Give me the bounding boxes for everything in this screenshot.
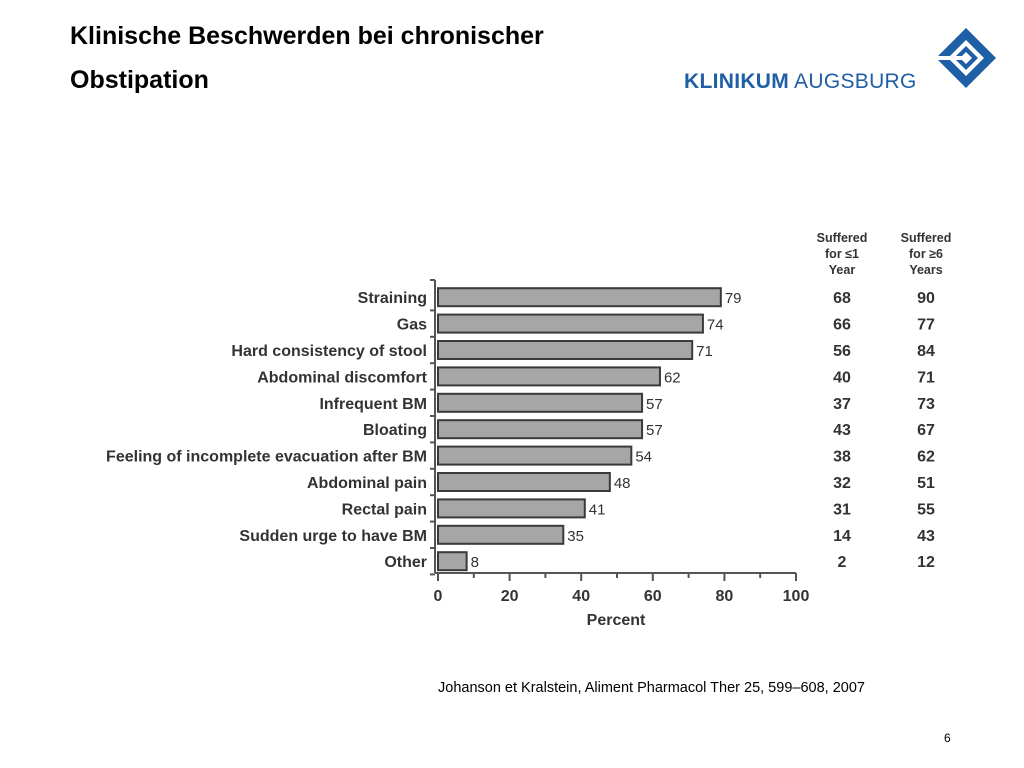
category-label: Straining bbox=[358, 290, 427, 307]
suffered-6yr-value: 71 bbox=[917, 369, 935, 386]
bar bbox=[437, 445, 633, 466]
suffered-6yr-value: 12 bbox=[917, 554, 935, 571]
bar bbox=[437, 524, 565, 545]
suffered-6yr-value: 73 bbox=[917, 396, 935, 413]
bar bbox=[437, 551, 468, 572]
suffered-1yr-value: 43 bbox=[833, 422, 851, 439]
logo-diamond-icon bbox=[934, 28, 996, 88]
suffered-6yr-value: 43 bbox=[917, 528, 935, 545]
suffered-1yr-header: Year bbox=[829, 263, 856, 277]
category-label: Gas bbox=[397, 317, 427, 334]
klinikum-augsburg-logo: KLINIKUM AUGSBURG bbox=[684, 26, 1004, 96]
suffered-6yr-value: 77 bbox=[917, 317, 935, 334]
suffered-1yr-value: 37 bbox=[833, 396, 851, 413]
bar-value-label: 48 bbox=[614, 475, 631, 492]
category-label: Feeling of incomplete evacuation after B… bbox=[106, 449, 427, 466]
suffered-1yr-value: 32 bbox=[833, 475, 851, 492]
suffered-1yr-header: Suffered bbox=[817, 231, 868, 245]
suffered-6yr-header: for ≥6 bbox=[909, 247, 943, 261]
bar-value-label: 71 bbox=[696, 343, 713, 360]
citation: Johanson et Kralstein, Aliment Pharmacol… bbox=[438, 680, 865, 696]
bar bbox=[437, 419, 644, 440]
suffered-6yr-header: Years bbox=[909, 263, 942, 277]
suffered-1yr-value: 14 bbox=[833, 528, 851, 545]
category-label: Bloating bbox=[363, 422, 427, 439]
bar-value-label: 8 bbox=[471, 554, 479, 571]
suffered-6yr-value: 62 bbox=[917, 449, 935, 466]
logo-text-regular: AUGSBURG bbox=[794, 70, 917, 93]
x-tick-label: 20 bbox=[501, 588, 519, 605]
bar-value-label: 62 bbox=[664, 369, 681, 386]
x-tick-label: 0 bbox=[434, 588, 443, 605]
bar bbox=[437, 498, 586, 519]
bar-value-label: 35 bbox=[567, 528, 584, 545]
bar bbox=[437, 340, 694, 360]
slide-title: Klinische Beschwerden bei chronischer Ob… bbox=[70, 22, 544, 94]
bar-value-label: 57 bbox=[646, 396, 663, 413]
x-axis-label: Percent bbox=[587, 612, 646, 629]
suffered-6yr-value: 55 bbox=[917, 501, 935, 518]
bar-value-label: 57 bbox=[646, 422, 663, 439]
bar bbox=[437, 366, 661, 387]
suffered-6yr-value: 90 bbox=[917, 290, 935, 307]
x-tick-label: 60 bbox=[644, 588, 662, 605]
x-tick-label: 40 bbox=[572, 588, 590, 605]
category-label: Rectal pain bbox=[342, 501, 427, 518]
bar-value-label: 79 bbox=[725, 290, 742, 307]
suffered-1yr-value: 56 bbox=[833, 343, 851, 360]
suffered-1yr-value: 31 bbox=[833, 501, 851, 518]
bar-value-label: 54 bbox=[635, 449, 652, 466]
category-label: Other bbox=[384, 554, 427, 571]
suffered-6yr-value: 67 bbox=[917, 422, 935, 439]
bar bbox=[437, 392, 644, 413]
suffered-1yr-value: 40 bbox=[833, 369, 851, 386]
bar bbox=[437, 472, 611, 492]
bar-value-label: 74 bbox=[707, 317, 724, 334]
suffered-1yr-header: for ≤1 bbox=[825, 247, 859, 261]
x-tick-label: 100 bbox=[783, 588, 810, 605]
category-label: Sudden urge to have BM bbox=[239, 528, 427, 545]
bar-value-label: 41 bbox=[589, 501, 606, 518]
suffered-1yr-value: 66 bbox=[833, 317, 851, 334]
x-tick-label: 80 bbox=[716, 588, 734, 605]
bar bbox=[437, 287, 722, 308]
suffered-6yr-value: 51 bbox=[917, 475, 935, 492]
category-label: Abdominal pain bbox=[307, 475, 427, 492]
suffered-1yr-value: 68 bbox=[833, 290, 851, 307]
category-label: Abdominal discomfort bbox=[257, 369, 427, 386]
category-label: Hard consistency of stool bbox=[231, 343, 427, 360]
suffered-1yr-value: 38 bbox=[833, 449, 851, 466]
suffered-6yr-value: 84 bbox=[917, 343, 935, 360]
logo-text-bold: KLINIKUM bbox=[684, 70, 790, 93]
bar bbox=[437, 313, 704, 334]
logo-wordmark: KLINIKUM AUGSBURG bbox=[684, 70, 917, 94]
suffered-1yr-value: 2 bbox=[838, 554, 847, 571]
page-number: 6 bbox=[944, 731, 951, 745]
suffered-6yr-header: Suffered bbox=[901, 231, 952, 245]
category-label: Infrequent BM bbox=[319, 396, 427, 413]
